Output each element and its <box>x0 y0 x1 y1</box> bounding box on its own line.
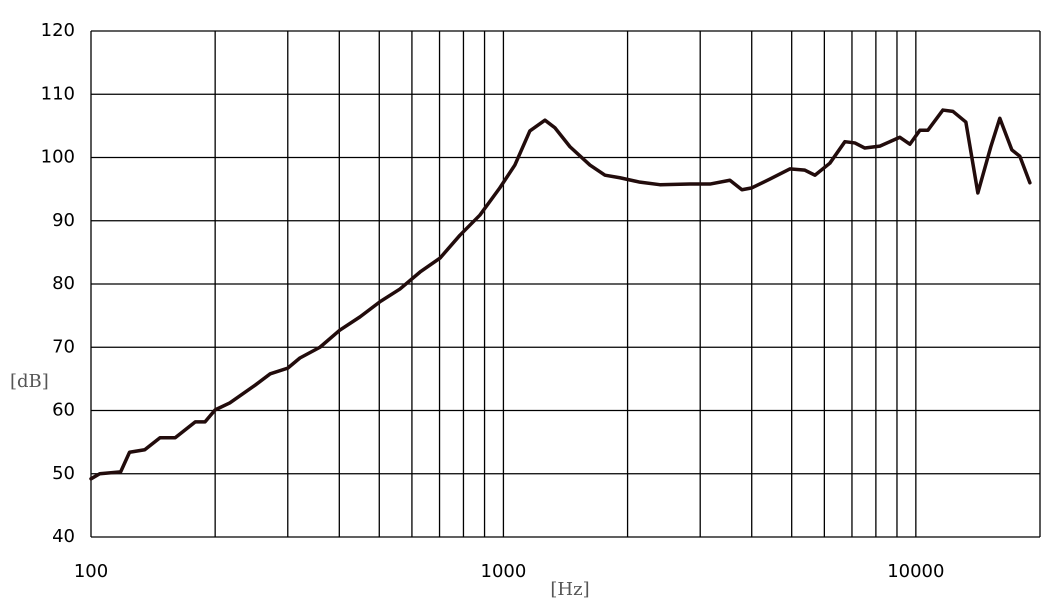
y-tick-label: 90 <box>52 210 75 231</box>
y-tick-label: 120 <box>41 20 75 41</box>
y-tick-label: 100 <box>41 147 75 168</box>
x-tick-label: 1000 <box>481 561 527 582</box>
response-curve <box>89 108 1032 481</box>
y-tick-label: 60 <box>52 400 75 421</box>
x-tick-label: 100 <box>74 561 108 582</box>
y-tick-label: 80 <box>52 273 75 294</box>
y-axis-label: [dB] <box>10 371 49 392</box>
y-tick-label: 70 <box>52 336 75 357</box>
x-axis-label: [Hz] <box>550 579 589 600</box>
y-tick-label: 50 <box>52 463 75 484</box>
y-tick-label: 40 <box>52 526 75 547</box>
x-tick-label: 10000 <box>887 561 944 582</box>
y-tick-label: 110 <box>41 83 75 104</box>
